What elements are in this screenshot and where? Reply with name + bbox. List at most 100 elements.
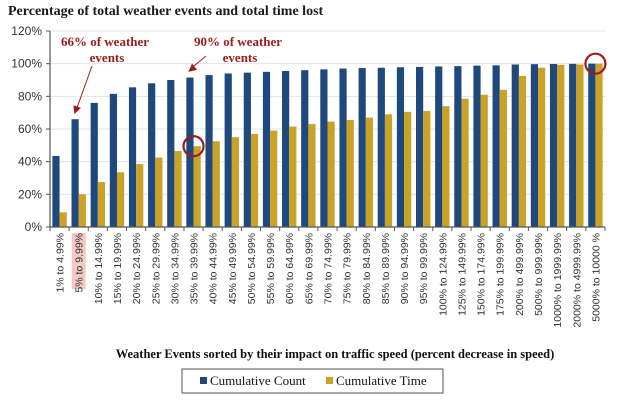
bar-cumulative-count-10-to-14-99	[90, 102, 98, 227]
bar-cumulative-time-45-to-49-99	[231, 137, 240, 227]
bar-cumulative-time-5000-to-10000	[595, 63, 603, 227]
bar-cumulative-count-70-to-74-99	[320, 69, 328, 227]
x-tick-label: 5% to 9.99%	[74, 233, 86, 293]
bar-cumulative-count-65-to-69-99	[301, 70, 309, 227]
bar-cumulative-count-150-to-174-99	[473, 65, 481, 227]
bar-cumulative-time-5-to-9-99	[78, 194, 86, 227]
bar-cumulative-time-10-to-14-99	[97, 182, 106, 227]
highlight-circle	[584, 52, 607, 75]
x-tick-label: 1% to 4.99%	[55, 233, 67, 293]
bar-cumulative-count-1-to-4-99	[52, 155, 60, 227]
x-tick-label: 15% to 19.99%	[112, 233, 124, 304]
x-tick-label: 200% to 499.99%	[514, 233, 526, 316]
x-tick-label: 55% to 59.99%	[265, 233, 277, 304]
x-tick-label: 150% to 174.99%	[476, 233, 488, 316]
bar-cumulative-time-20-to-24-99	[136, 164, 144, 227]
x-tick-label: 50% to 54.99%	[246, 233, 258, 304]
bar-cumulative-count-25-to-29-99	[148, 83, 156, 228]
bar-cumulative-count-90-to-94-99	[396, 67, 405, 227]
annotation-arrowhead	[188, 63, 198, 72]
legend-swatch-cumulative-count	[200, 377, 207, 384]
bar-cumulative-time-70-to-74-99	[327, 121, 335, 227]
x-tick-label: 500% to 999.99%	[533, 233, 545, 316]
bar-cumulative-count-55-to-59-99	[262, 71, 271, 227]
y-tick-label: 0%	[25, 220, 43, 234]
x-tick-label: 5000% to 10000 %	[590, 233, 602, 322]
bar-cumulative-time-90-to-94-99	[404, 111, 412, 227]
bar-cumulative-time-30-to-34-99	[174, 151, 182, 227]
bar-cumulative-time-25-to-29-99	[155, 157, 163, 227]
bar-cumulative-count-50-to-54-99	[243, 72, 251, 228]
x-tick-label: 20% to 24.99%	[131, 233, 143, 304]
x-tick-label: 45% to 49.99%	[227, 233, 239, 304]
annotation-arrow-line	[75, 65, 93, 111]
bar-cumulative-time-175-to-199-99	[499, 89, 507, 227]
x-tick-label: 80% to 84.99%	[361, 233, 373, 304]
x-tick-label: 90% to 94.99%	[399, 233, 411, 304]
bar-cumulative-count-1000-to-1999-99	[549, 63, 558, 227]
highlighted-category-background	[71, 233, 86, 289]
bar-cumulative-time-200-to-499-99	[518, 75, 527, 228]
x-tick-label: 75% to 79.99%	[342, 233, 354, 304]
bar-cumulative-count-30-to-34-99	[167, 80, 175, 227]
x-tick-label: 65% to 69.99%	[303, 233, 315, 304]
x-tick-label: 40% to 44.99%	[208, 233, 220, 304]
x-tick-label: 60% to 64.99%	[284, 233, 296, 304]
bar-cumulative-count-35-to-39-99	[186, 77, 194, 227]
y-tick-labels: 0% 20% 40% 60% 80% 100% 120%	[11, 24, 42, 234]
bar-cumulative-count-80-to-84-99	[358, 68, 366, 228]
bar-cumulative-time-50-to-54-99	[250, 133, 259, 227]
bar-cumulative-time-2000-to-4999-99	[576, 64, 584, 227]
bar-cumulative-count-15-to-19-99	[109, 93, 117, 227]
axes	[46, 30, 606, 231]
bar-cumulative-time-1000-to-1999-99	[557, 64, 565, 227]
bar-cumulative-time-40-to-44-99	[212, 141, 220, 227]
legend: Cumulative Count Cumulative Time	[181, 368, 444, 394]
x-tick-label: 30% to 34.99%	[169, 233, 181, 304]
bar-cumulative-time-55-to-59-99	[270, 130, 278, 227]
x-tick-label: 10% to 14.99%	[93, 233, 105, 304]
legend-box	[181, 368, 444, 394]
bar-cumulative-time-1-to-4-99	[59, 212, 67, 227]
x-tick-label: 85% to 89.99%	[380, 233, 392, 304]
bar-cumulative-count-40-to-44-99	[205, 75, 213, 227]
chart-title: Percentage of total weather events and t…	[8, 4, 324, 19]
x-tick-label: 125% to 149.99%	[456, 233, 468, 316]
x-tick-label: 95% to 99.99%	[418, 233, 430, 304]
x-tick-labels: 1% to 4.99% 5% to 9.99% 10% to 14.99% 15% t…	[55, 233, 603, 328]
bar-cumulative-time-15-to-19-99	[116, 172, 125, 227]
y-tick-label: 120%	[11, 24, 42, 38]
bar-cumulative-count-85-to-89-99	[377, 67, 385, 227]
x-tick-label: 25% to 29.99%	[150, 233, 162, 304]
bar-cumulative-time-100-to-124-99	[442, 106, 450, 227]
bar-cumulative-count-5000-to-10000	[588, 63, 596, 227]
y-tick-label: 40%	[18, 155, 42, 169]
legend-label-cumulative-time: Cumulative Time	[336, 373, 427, 388]
x-tick-label: 1000% to 1999.99%	[552, 233, 564, 328]
bar-cumulative-time-60-to-64-99	[289, 126, 297, 227]
bar-cumulative-time-150-to-174-99	[480, 94, 488, 227]
highlight-circle	[182, 135, 205, 158]
bar-cumulative-time-85-to-89-99	[384, 114, 393, 227]
x-tick-label: 175% to 199.99%	[495, 233, 507, 316]
bar-cumulative-count-95-to-99-99	[415, 66, 424, 227]
bar-cumulative-count-75-to-79-99	[339, 68, 347, 227]
bar-cumulative-time-125-to-149-99	[461, 98, 469, 228]
x-axis-label: Weather Events sorted by their impact on…	[116, 347, 555, 361]
bar-cumulative-count-20-to-24-99	[128, 87, 137, 227]
category-highlight	[71, 233, 86, 289]
bar-cumulative-count-60-to-64-99	[282, 71, 290, 228]
bar-cumulative-count-200-to-499-99	[511, 64, 519, 227]
x-tick-label: 35% to 39.99%	[189, 233, 201, 304]
bar-cumulative-time-35-to-39-99	[193, 146, 201, 227]
y-tick-label: 100%	[11, 57, 42, 71]
bar-cumulative-count-500-to-999-99	[530, 64, 539, 227]
bar-cumulative-count-100-to-124-99	[435, 66, 443, 228]
bars	[52, 63, 603, 228]
bar-cumulative-count-175-to-199-99	[492, 65, 500, 227]
bar-cumulative-time-500-to-999-99	[538, 67, 546, 227]
y-tick-label: 20%	[18, 187, 42, 201]
annotation-text: events	[90, 50, 125, 65]
